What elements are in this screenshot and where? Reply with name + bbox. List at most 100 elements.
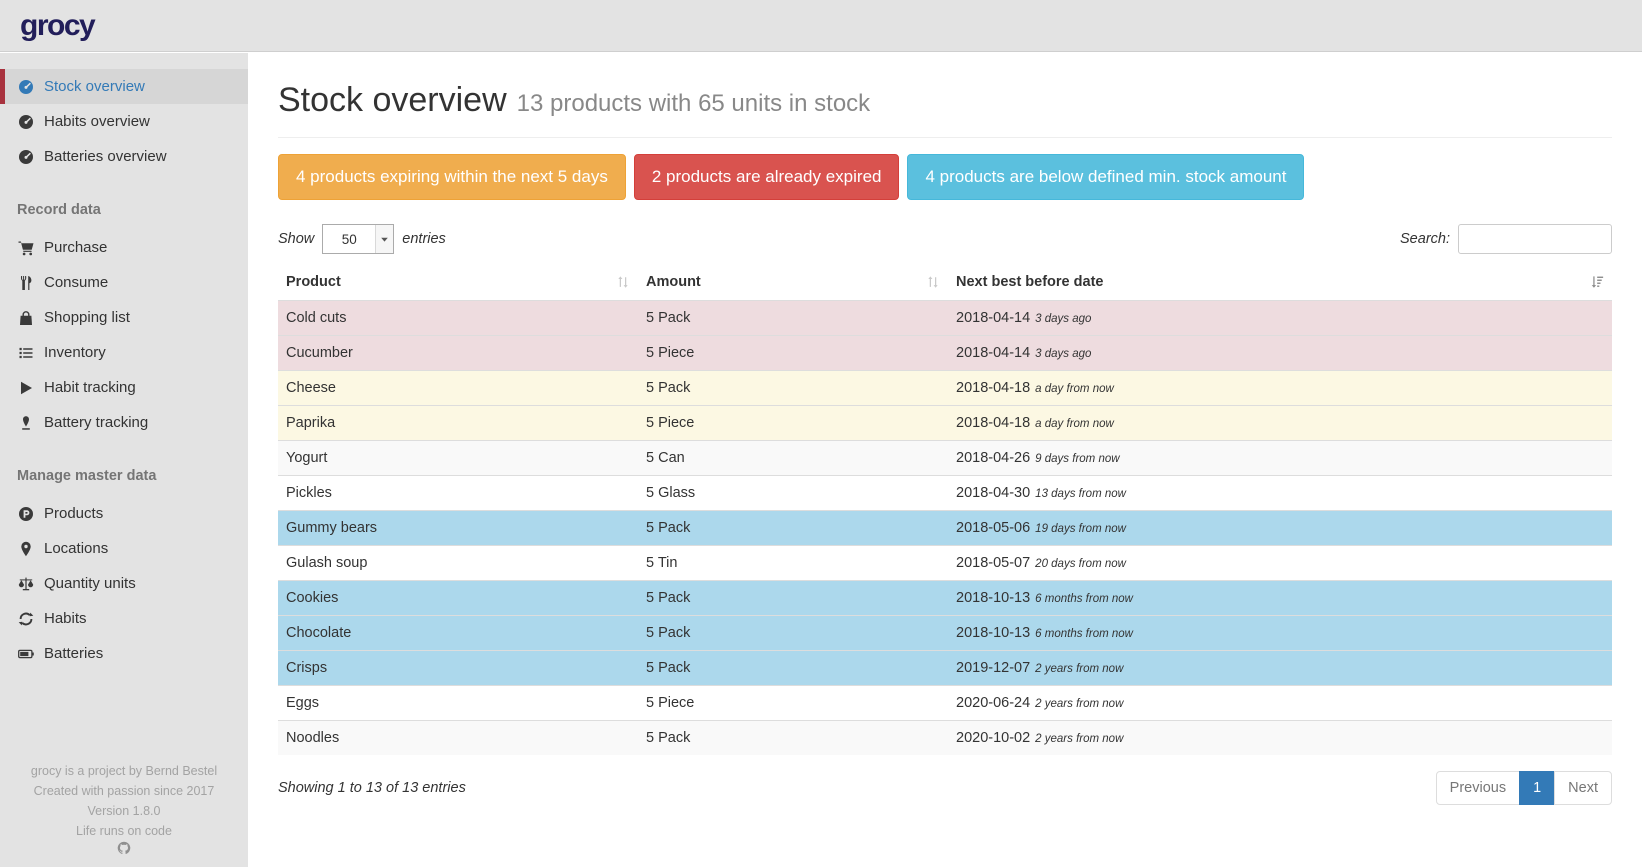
table-row-cucumber[interactable]: Cucumber 5 Piece 2018-04-14 3 days ago xyxy=(278,335,1612,371)
page-length-select[interactable]: 50 xyxy=(322,224,395,254)
sidebar-item-battery-tracking[interactable]: Battery tracking xyxy=(0,405,248,440)
row-spacer-cell xyxy=(1586,405,1612,441)
column-header-next-best-before-date[interactable]: Next best before date xyxy=(948,264,1586,301)
table-row-cheese[interactable]: Cheese 5 Pack 2018-04-18 a day from now xyxy=(278,370,1612,406)
sidebar-item-inventory[interactable]: Inventory xyxy=(0,335,248,370)
column-label: Amount xyxy=(646,274,701,290)
list-icon xyxy=(17,345,35,361)
table-row-yogurt[interactable]: Yogurt 5 Can 2018-04-26 9 days from now xyxy=(278,440,1612,476)
sidebar-item-batteries[interactable]: Batteries xyxy=(0,636,248,671)
table-body: Cold cuts 5 Pack 2018-04-14 3 days ago Cucum… xyxy=(278,300,1612,755)
table-row-chocolate[interactable]: Chocolate 5 Pack 2018-10-13 6 months from n… xyxy=(278,615,1612,651)
product-cell: Pickles xyxy=(278,475,638,511)
table-row-paprika[interactable]: Paprika 5 Piece 2018-04-18 a day from now xyxy=(278,405,1612,441)
sidebar-item-purchase[interactable]: Purchase xyxy=(0,230,248,265)
product-cell: Gulash soup xyxy=(278,545,638,581)
sidebar-item-shopping-list[interactable]: Shopping list xyxy=(0,300,248,335)
table-row-crisps[interactable]: Crisps 5 Pack 2019-12-07 2 years from now xyxy=(278,650,1612,686)
table-row-gummy-bears[interactable]: Gummy bears 5 Pack 2018-05-06 19 days from … xyxy=(278,510,1612,546)
amount-cell: 5 Pack xyxy=(638,720,948,755)
table-row-eggs[interactable]: Eggs 5 Piece 2020-06-24 2 years from now xyxy=(278,685,1612,721)
best-before-cell: 2020-06-24 2 years from now xyxy=(948,685,1586,721)
product-cell: Noodles xyxy=(278,720,638,755)
sidebar-item-stock-overview[interactable]: Stock overview xyxy=(0,69,248,104)
row-spacer-cell xyxy=(1586,370,1612,406)
page-header: Stock overview 13 products with 65 units… xyxy=(278,81,1612,120)
search-input[interactable] xyxy=(1458,224,1612,254)
sidebar-item-label: Battery tracking xyxy=(44,414,149,431)
battery-icon xyxy=(17,646,35,662)
product-cell: Cheese xyxy=(278,370,638,406)
sidebar-item-label: Stock overview xyxy=(44,78,145,95)
table-row-cookies[interactable]: Cookies 5 Pack 2018-10-13 6 months from now xyxy=(278,580,1612,616)
sidebar-item-products[interactable]: Products xyxy=(0,496,248,531)
best-before-relative: 2 years from now xyxy=(1035,733,1124,745)
best-before-cell: 2020-10-02 2 years from now xyxy=(948,720,1586,755)
sidebar-item-quantity-units[interactable]: Quantity units xyxy=(0,566,248,601)
sidebar-item-label: Habits overview xyxy=(44,113,150,130)
sidebar-section-header-manage-master-data: Manage master data xyxy=(17,468,157,484)
tachometer-icon xyxy=(17,114,35,130)
alert-button-danger[interactable]: 2 products are already expired xyxy=(633,154,900,200)
table-row-cold-cuts[interactable]: Cold cuts 5 Pack 2018-04-14 3 days ago xyxy=(278,300,1612,336)
sidebar-item-habits-overview[interactable]: Habits overview xyxy=(0,104,248,139)
previous-page-button[interactable]: Previous xyxy=(1435,771,1521,805)
alert-button-warning[interactable]: 4 products expiring within the next 5 da… xyxy=(278,154,626,200)
best-before-relative: 9 days from now xyxy=(1035,453,1120,465)
sidebar-item-label: Purchase xyxy=(44,239,108,256)
row-spacer-cell xyxy=(1586,650,1612,686)
best-before-cell: 2018-04-26 9 days from now xyxy=(948,440,1586,476)
best-before-cell: 2018-04-18 a day from now xyxy=(948,370,1586,406)
sidebar-nav: Stock overview Habits overview Batteries o… xyxy=(0,69,248,671)
next-page-button[interactable]: Next xyxy=(1554,771,1612,805)
column-label: Next best before date xyxy=(956,274,1104,290)
sidebar-item-habit-tracking[interactable]: Habit tracking xyxy=(0,370,248,405)
row-spacer-cell xyxy=(1586,440,1612,476)
sidebar-item-habits[interactable]: Habits xyxy=(0,601,248,636)
best-before-date: 2019-12-07 xyxy=(956,660,1031,676)
best-before-cell: 2018-05-06 19 days from now xyxy=(948,510,1586,546)
product-cell: Cold cuts xyxy=(278,300,638,336)
best-before-date: 2020-06-24 xyxy=(956,695,1031,711)
search-control: Search: xyxy=(1400,224,1612,254)
row-spacer-cell xyxy=(1586,615,1612,651)
sidebar: Stock overview Habits overview Batteries o… xyxy=(0,53,248,867)
best-before-relative: 3 days ago xyxy=(1035,348,1092,360)
row-spacer-cell xyxy=(1586,335,1612,371)
best-before-relative: 2 years from now xyxy=(1035,663,1124,675)
sidebar-footer-line: Created with passion since 2017 xyxy=(33,784,215,798)
table-row-noodles[interactable]: Noodles 5 Pack 2020-10-02 2 years from now xyxy=(278,720,1612,755)
best-before-cell: 2018-10-13 6 months from now xyxy=(948,615,1586,651)
column-header-sort[interactable] xyxy=(1586,264,1612,301)
entries-label: entries xyxy=(402,231,446,247)
best-before-date: 2018-04-14 xyxy=(956,310,1031,326)
best-before-cell: 2018-10-13 6 months from now xyxy=(948,580,1586,616)
product-cell: Crisps xyxy=(278,650,638,686)
amount-cell: 5 Pack xyxy=(638,370,948,406)
column-label: Product xyxy=(286,274,341,290)
sidebar-item-label: Batteries overview xyxy=(44,148,167,165)
page-length-control: Show 50 entries xyxy=(278,224,446,254)
sidebar-item-consume[interactable]: Consume xyxy=(0,265,248,300)
sidebar-item-batteries-overview[interactable]: Batteries overview xyxy=(0,139,248,174)
amount-cell: 5 Piece xyxy=(638,335,948,371)
table-header-row: Product Amount Next best before date xyxy=(278,264,1612,301)
table-footer: Showing 1 to 13 of 13 entries Previous 1… xyxy=(278,771,1612,805)
table-row-pickles[interactable]: Pickles 5 Glass 2018-04-30 13 days from now xyxy=(278,475,1612,511)
page-length-value: 50 xyxy=(341,231,357,247)
table-row-gulash-soup[interactable]: Gulash soup 5 Tin 2018-05-07 20 days from n… xyxy=(278,545,1612,581)
app-logo[interactable]: grocy xyxy=(20,8,96,42)
best-before-cell: 2018-05-07 20 days from now xyxy=(948,545,1586,581)
search-label: Search: xyxy=(1400,231,1450,247)
shopping-cart-icon xyxy=(17,240,35,256)
sort-both-icon xyxy=(614,275,632,289)
github-icon xyxy=(115,841,133,855)
page-1-button[interactable]: 1 xyxy=(1519,771,1556,805)
amount-cell: 5 Can xyxy=(638,440,948,476)
column-header-product[interactable]: Product xyxy=(278,264,638,301)
sidebar-item-locations[interactable]: Locations xyxy=(0,531,248,566)
alert-button-info[interactable]: 4 products are below defined min. stock … xyxy=(907,154,1305,200)
best-before-date: 2018-10-13 xyxy=(956,590,1031,606)
column-header-amount[interactable]: Amount xyxy=(638,264,948,301)
best-before-relative: 6 months from now xyxy=(1035,593,1133,605)
